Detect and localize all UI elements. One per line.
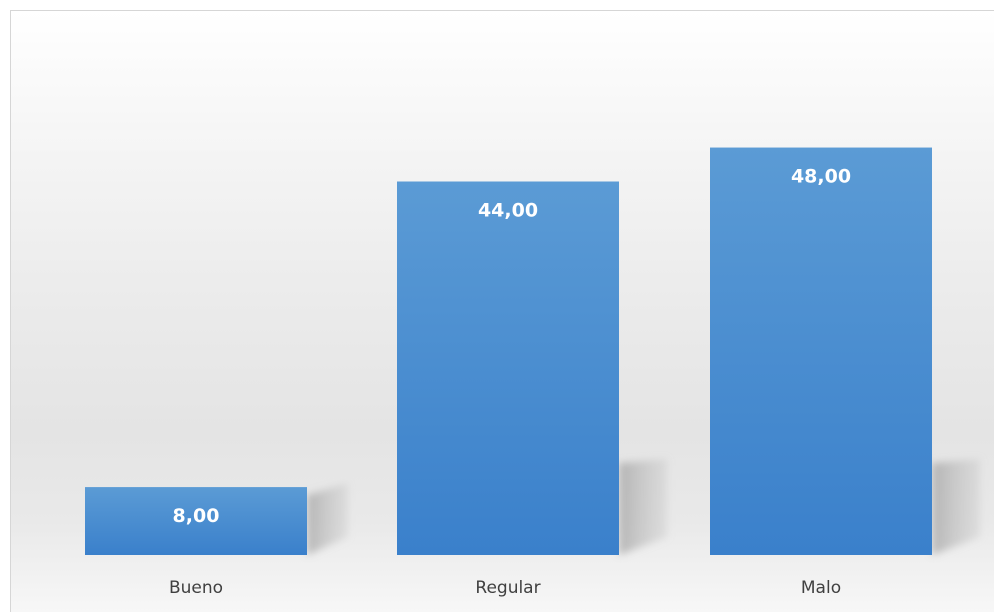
data-labels: 8,00 44,00 48,00	[173, 166, 852, 528]
bars	[85, 147, 932, 556]
data-label-bueno: 8,00	[173, 505, 220, 527]
category-label-bueno: Bueno	[169, 578, 223, 598]
bar-shadow-malo	[932, 459, 980, 555]
data-label-malo: 48,00	[791, 166, 851, 188]
bar-bueno	[85, 487, 307, 555]
bar-regular	[397, 181, 619, 555]
category-label-malo: Malo	[801, 578, 841, 598]
bar-shadow-bueno	[307, 483, 348, 555]
bar-shadows	[307, 459, 980, 555]
category-axis: Bueno Regular Malo	[169, 578, 841, 598]
data-label-regular: 44,00	[478, 200, 538, 222]
bar-malo	[710, 147, 932, 556]
bar-shadow-regular	[619, 459, 667, 555]
category-label-regular: Regular	[475, 578, 540, 598]
